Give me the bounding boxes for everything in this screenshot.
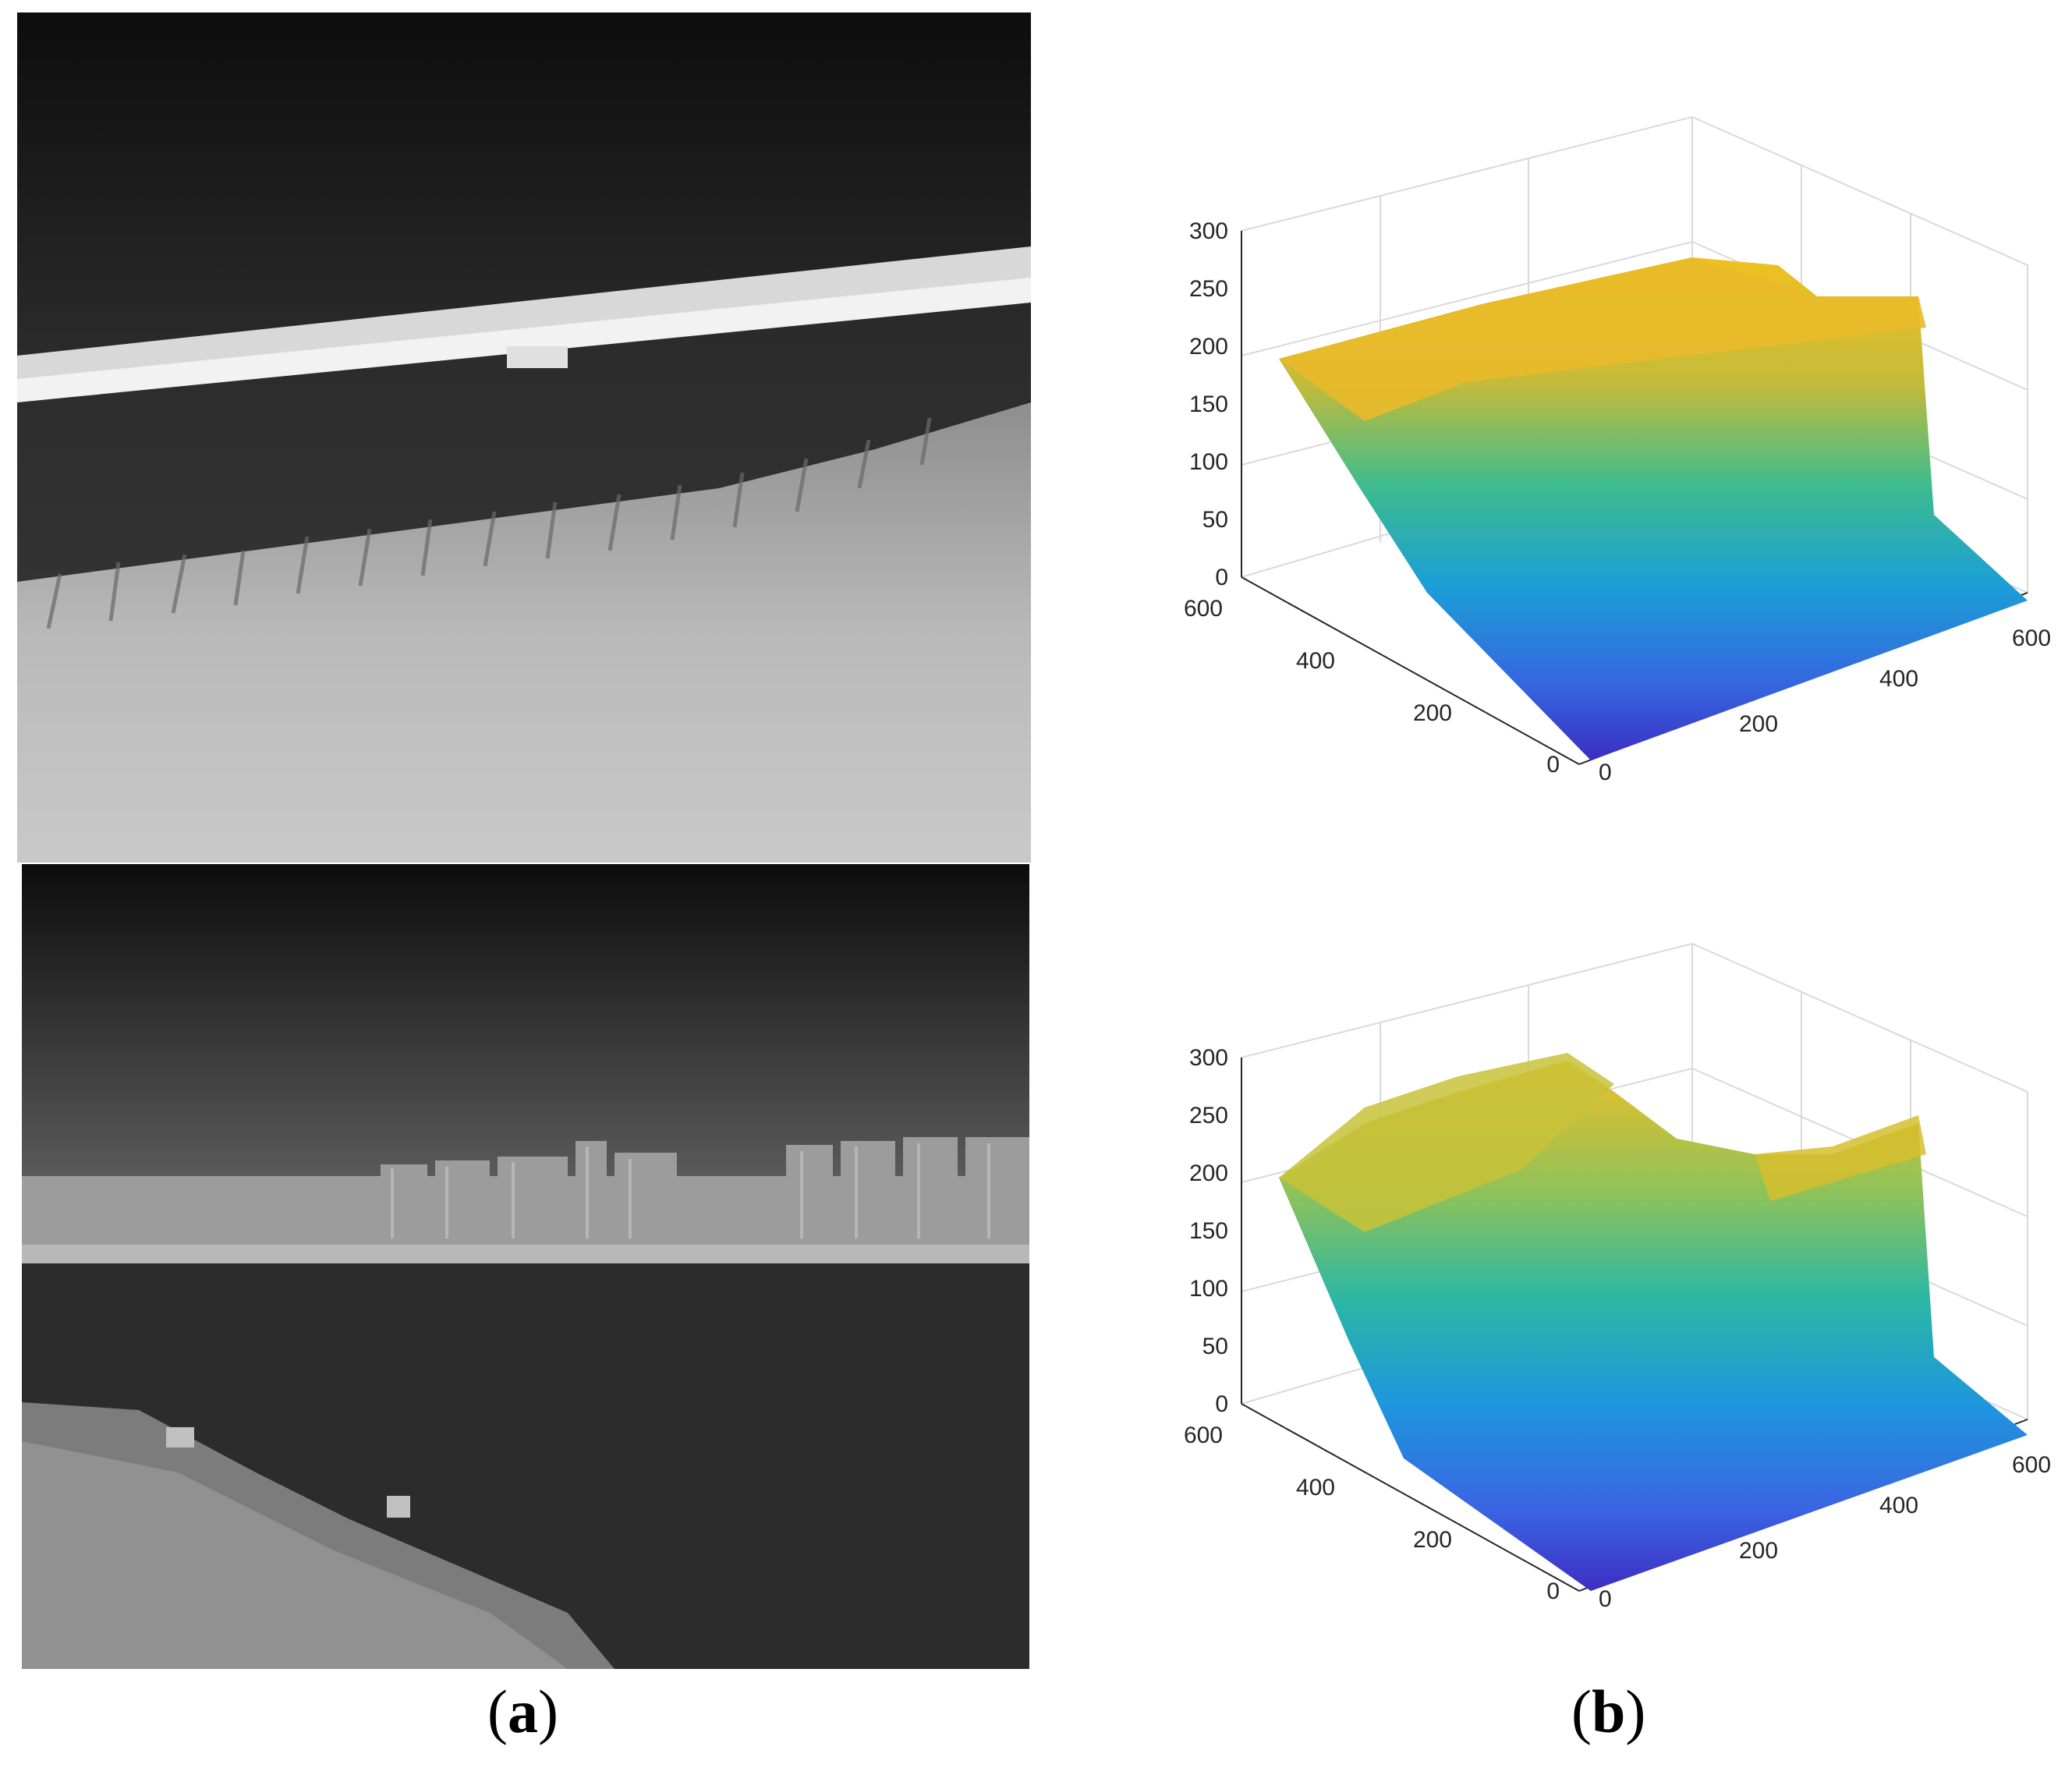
y-tick-400: 400 — [1296, 648, 1335, 674]
caption-b-letter: b — [1591, 1678, 1626, 1745]
infrared-city-shoreline-bottom — [22, 864, 1029, 1669]
z-tick-0: 0 — [1215, 565, 1228, 590]
z-tick-100: 100 — [1189, 449, 1228, 475]
x-tick-400: 400 — [1879, 1493, 1918, 1518]
z-tick-250: 250 — [1189, 276, 1228, 302]
y-tick-600: 600 — [1184, 1423, 1223, 1448]
x-tick-600: 600 — [2012, 1452, 2051, 1478]
y-tick-200: 200 — [1413, 1527, 1452, 1553]
x-tick-0: 0 — [1599, 1586, 1612, 1612]
y-tick-0: 0 — [1546, 752, 1560, 778]
y-tick-600: 600 — [1184, 596, 1223, 622]
z-tick-labels: 300 250 200 150 100 50 0 — [1189, 218, 1228, 590]
x-tick-labels: 0 200 400 600 — [1599, 1452, 2051, 1612]
caption-a: (a) — [487, 1678, 558, 1745]
caption-b: (b) — [1571, 1678, 1646, 1745]
x-tick-0: 0 — [1599, 760, 1612, 785]
z-tick-200: 200 — [1189, 1160, 1228, 1186]
z-tick-250: 250 — [1189, 1103, 1228, 1128]
infrared-sea-scene-top — [17, 12, 1031, 863]
z-tick-150: 150 — [1189, 392, 1228, 417]
z-tick-labels: 300 250 200 150 100 50 0 — [1189, 1045, 1228, 1417]
surface-plot-bottom: 300 250 200 150 100 50 0 600 400 200 0 0… — [1131, 920, 2067, 1669]
y-tick-labels: 600 400 200 0 — [1184, 596, 1560, 778]
x-tick-200: 200 — [1739, 711, 1778, 737]
z-tick-100: 100 — [1189, 1276, 1228, 1302]
y-tick-0: 0 — [1546, 1578, 1560, 1604]
z-tick-150: 150 — [1189, 1218, 1228, 1244]
x-tick-600: 600 — [2012, 625, 2051, 651]
z-tick-200: 200 — [1189, 334, 1228, 360]
y-tick-labels: 600 400 200 0 — [1184, 1423, 1560, 1604]
x-tick-200: 200 — [1739, 1538, 1778, 1564]
x-tick-400: 400 — [1879, 666, 1918, 692]
y-tick-200: 200 — [1413, 700, 1452, 726]
surface-plot-top: 300 250 200 150 100 50 0 600 400 200 0 0… — [1131, 94, 2067, 827]
z-tick-0: 0 — [1215, 1391, 1228, 1417]
y-tick-400: 400 — [1296, 1475, 1335, 1500]
caption-a-letter: a — [507, 1678, 538, 1745]
z-tick-300: 300 — [1189, 218, 1228, 244]
z-tick-300: 300 — [1189, 1045, 1228, 1071]
x-tick-labels: 0 200 400 600 — [1599, 625, 2051, 785]
z-tick-50: 50 — [1202, 507, 1228, 533]
z-tick-50: 50 — [1202, 1334, 1228, 1359]
